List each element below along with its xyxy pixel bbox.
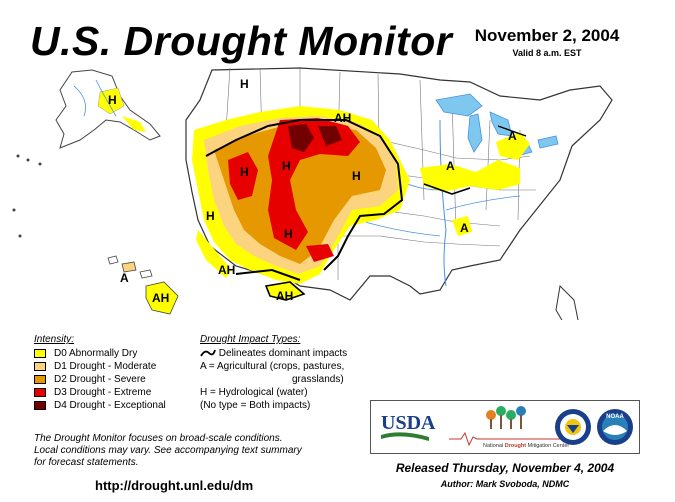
map-label-hi-a: A: [120, 271, 129, 285]
partner-logos: USDA National Drought Mitigation Center: [370, 400, 640, 454]
impact-hydrological: H = Hydrological (water): [200, 387, 308, 398]
legend-heading: Intensity:: [34, 334, 75, 345]
svg-text:National Drought: National Drought Mitigation Center: [483, 443, 569, 449]
disclaimer-line-1: The Drought Monitor focuses on broad-sca…: [34, 433, 283, 444]
map-label-il-a: A: [446, 159, 455, 173]
impact-line-delineates: Delineates dominant impacts: [200, 347, 375, 360]
map-label-mi-a: A: [508, 129, 517, 143]
swatch-d0: [34, 349, 46, 358]
map-label-mt-h: H: [240, 77, 249, 91]
map-label-ne-h: H: [352, 169, 361, 183]
map-label-ak-h: H: [108, 93, 117, 107]
hawaii-inset: [107, 255, 179, 315]
legend-item-d4: D4 Drought - Exceptional: [34, 399, 204, 412]
disclaimer-line-3: for forecast statements.: [34, 457, 139, 468]
website-url[interactable]: http://drought.unl.edu/dm: [95, 478, 254, 493]
alaska-inset: [12, 69, 161, 238]
noaa-logo: NOAA: [597, 409, 633, 445]
impact-agricultural-1: A = Agricultural (crops, pastures,: [200, 361, 345, 372]
usda-logo: USDA: [381, 412, 436, 434]
valid-time: Valid 8 a.m. EST: [512, 48, 582, 58]
map-label-mo-a: A: [460, 221, 469, 235]
impact-types: Drought Impact Types: Delineates dominan…: [200, 334, 375, 412]
date-block: November 2, 2004 Valid 8 a.m. EST: [452, 26, 642, 58]
usda-swoosh-icon: [381, 432, 429, 441]
map-label-az-ah: AH: [276, 289, 293, 303]
intensity-legend: Intensity: D0 Abnormally Dry D1 Drought …: [34, 334, 204, 412]
swatch-d4: [34, 401, 46, 410]
impacts-heading: Drought Impact Types:: [200, 334, 301, 345]
swatch-d2: [34, 375, 46, 384]
legend-label-d1: D1 Drought - Moderate: [54, 361, 157, 372]
map-label-hi-ah: AH: [152, 291, 169, 305]
legend-label-d4: D4 Drought - Exceptional: [54, 400, 166, 411]
map-label-socal-ah: AH: [218, 263, 235, 277]
logos-svg: USDA National Drought Mitigation Center: [381, 406, 633, 449]
doc-seal-icon: [555, 409, 591, 445]
swatch-d3: [34, 388, 46, 397]
author-credit: Author: Mark Svoboda, NDMC: [440, 479, 570, 489]
map-label-ca-h: H: [206, 209, 215, 223]
map-label-ah-north: AH: [334, 111, 351, 125]
legend-item-d3: D3 Drought - Extreme: [34, 386, 204, 399]
legend-label-d0: D0 Abnormally Dry: [54, 348, 138, 359]
drought-map: H H AH H H H H H AH AH A AH A A A: [12, 67, 613, 320]
ndmc-logo: National Drought Mitigation Center: [449, 406, 569, 449]
impact-agricultural-2: grasslands): [292, 374, 344, 385]
disclaimer-line-2: Local conditions may vary. See accompany…: [34, 445, 302, 456]
release-date: Released Thursday, November 4, 2004: [395, 461, 615, 475]
legend-label-d2: D2 Drought - Severe: [54, 374, 146, 385]
swatch-d1: [34, 362, 46, 371]
impact-line-icon: [200, 350, 216, 357]
conus-map: H H AH H H H H H AH AH A AH A A A: [108, 67, 613, 320]
legend-item-d2: D2 Drought - Severe: [34, 373, 204, 386]
legend-item-d0: D0 Abnormally Dry: [34, 347, 204, 360]
impact-both: (No type = Both impacts): [200, 400, 311, 411]
disclaimer: The Drought Monitor focuses on broad-sca…: [34, 433, 364, 469]
legend-label-d3: D3 Drought - Extreme: [54, 387, 152, 398]
map-label-nv-h: H: [240, 165, 249, 179]
legend-item-d1: D1 Drought - Moderate: [34, 360, 204, 373]
map-label-ut-h: H: [282, 159, 291, 173]
map-label-nm-h: H: [284, 227, 293, 241]
impact-delineates-text: Delineates dominant impacts: [218, 348, 348, 359]
svg-text:NOAA: NOAA: [606, 414, 624, 420]
page-title: U.S. Drought Monitor: [30, 18, 453, 64]
map-date: November 2, 2004: [474, 26, 620, 45]
